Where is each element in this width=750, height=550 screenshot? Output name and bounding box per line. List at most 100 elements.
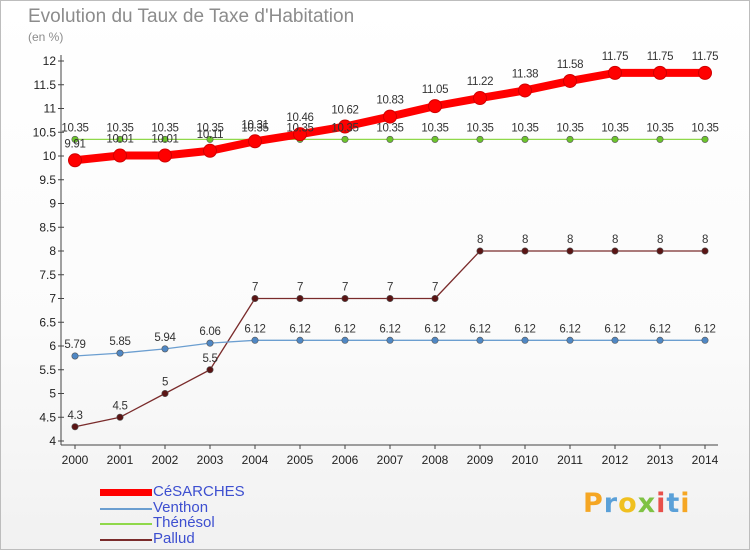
legend-item-cesarches: CéSARCHES (100, 483, 300, 501)
data-point (158, 148, 172, 163)
data-label: 10.35 (331, 122, 358, 134)
chart-legend: CéSARCHES Venthon Thénésol Pallud (100, 483, 300, 548)
data-point (203, 143, 217, 158)
legend-label-cesarches: CéSARCHES (153, 483, 245, 500)
y-tick-label: 6.5 (39, 315, 56, 329)
data-point (701, 135, 709, 143)
data-point (71, 423, 79, 431)
data-point (296, 294, 304, 302)
data-label: 11.38 (512, 68, 538, 80)
data-label: 10.62 (331, 105, 358, 117)
data-label: 6.12 (514, 323, 535, 335)
x-tick-label: 2012 (602, 453, 629, 467)
x-tick-label: 2003 (197, 453, 224, 467)
data-label: 6.06 (199, 326, 220, 338)
data-label: 10.35 (601, 122, 628, 134)
data-point (431, 336, 439, 344)
y-tick-label: 9 (49, 197, 56, 211)
data-point (341, 294, 349, 302)
data-label: 6.12 (649, 323, 670, 335)
data-label: 10.01 (151, 134, 178, 146)
y-tick-label: 4 (49, 434, 56, 448)
data-point (293, 127, 307, 142)
data-label: 10.35 (106, 122, 133, 134)
x-tick-label: 2010 (512, 453, 539, 467)
x-tick-label: 2007 (377, 453, 404, 467)
data-point (608, 65, 622, 80)
data-point (161, 345, 169, 353)
logo-letter: P (583, 488, 604, 519)
data-label: 11.75 (692, 51, 718, 63)
data-label: 4.3 (67, 410, 82, 422)
data-label: 10.35 (196, 122, 223, 134)
x-tick-label: 2011 (557, 453, 583, 467)
data-point (68, 153, 82, 168)
data-point (611, 336, 619, 344)
data-point (71, 352, 79, 360)
data-label: 10.35 (466, 122, 493, 134)
data-point (656, 336, 664, 344)
data-label: 4.5 (112, 400, 127, 412)
x-tick-label: 2004 (242, 453, 269, 467)
x-tick-label: 2008 (422, 453, 449, 467)
data-point (656, 135, 664, 143)
data-label: 6.12 (604, 323, 625, 335)
data-label: 8 (657, 234, 663, 246)
data-label: 10.35 (421, 122, 448, 134)
logo-letter: r (603, 488, 619, 519)
data-point (71, 135, 79, 143)
legend-swatch-venthon (100, 507, 152, 510)
data-label: 10.11 (197, 129, 223, 141)
data-label: 8 (477, 234, 483, 246)
data-point (431, 135, 439, 143)
data-label: 6.12 (469, 323, 490, 335)
data-point (341, 135, 349, 143)
data-label: 8 (567, 234, 573, 246)
data-point (251, 294, 259, 302)
data-label: 5.5 (202, 353, 217, 365)
data-label: 10.35 (556, 122, 583, 134)
x-tick-label: 2009 (467, 453, 494, 467)
legend-label-thenesol: Thénésol (153, 514, 215, 531)
data-label: 10.35 (151, 122, 178, 134)
logo-letter: o (618, 488, 638, 519)
data-label: 5.85 (109, 336, 130, 348)
data-label: 7 (342, 282, 348, 294)
chart-title: Evolution du Taux de Taxe d'Habitation (28, 6, 355, 27)
data-label: 10.31 (241, 119, 268, 131)
data-label: 6.12 (694, 323, 715, 335)
data-point (698, 65, 712, 80)
data-point (701, 336, 709, 344)
x-tick-label: 2014 (692, 453, 719, 467)
data-point (521, 135, 529, 143)
y-tick-label: 10 (43, 149, 57, 163)
data-point (206, 366, 214, 374)
data-label: 7 (297, 282, 303, 294)
legend-item-pallud: Pallud (100, 530, 300, 548)
y-tick-label: 8.5 (39, 220, 56, 234)
data-point (566, 135, 574, 143)
data-label: 6.12 (559, 323, 580, 335)
data-point (383, 109, 397, 124)
data-point (476, 336, 484, 344)
data-point (338, 119, 352, 134)
data-label: 10.35 (241, 122, 268, 134)
data-point (563, 73, 577, 88)
x-tick-label: 2005 (287, 453, 314, 467)
y-tick-label: 7.5 (39, 268, 56, 282)
data-label: 10.35 (646, 122, 673, 134)
data-label: 9.91 (64, 138, 85, 150)
data-point (341, 336, 349, 344)
data-point (248, 134, 262, 149)
x-tick-label: 2000 (62, 453, 89, 467)
data-point (161, 389, 169, 397)
data-point (386, 336, 394, 344)
y-tick-label: 4.5 (39, 410, 56, 424)
data-label: 10.35 (376, 122, 403, 134)
y-tick-label: 6 (49, 339, 56, 353)
data-point (566, 247, 574, 255)
data-point (566, 336, 574, 344)
logo-letter: x (637, 488, 657, 519)
data-point (116, 413, 124, 421)
